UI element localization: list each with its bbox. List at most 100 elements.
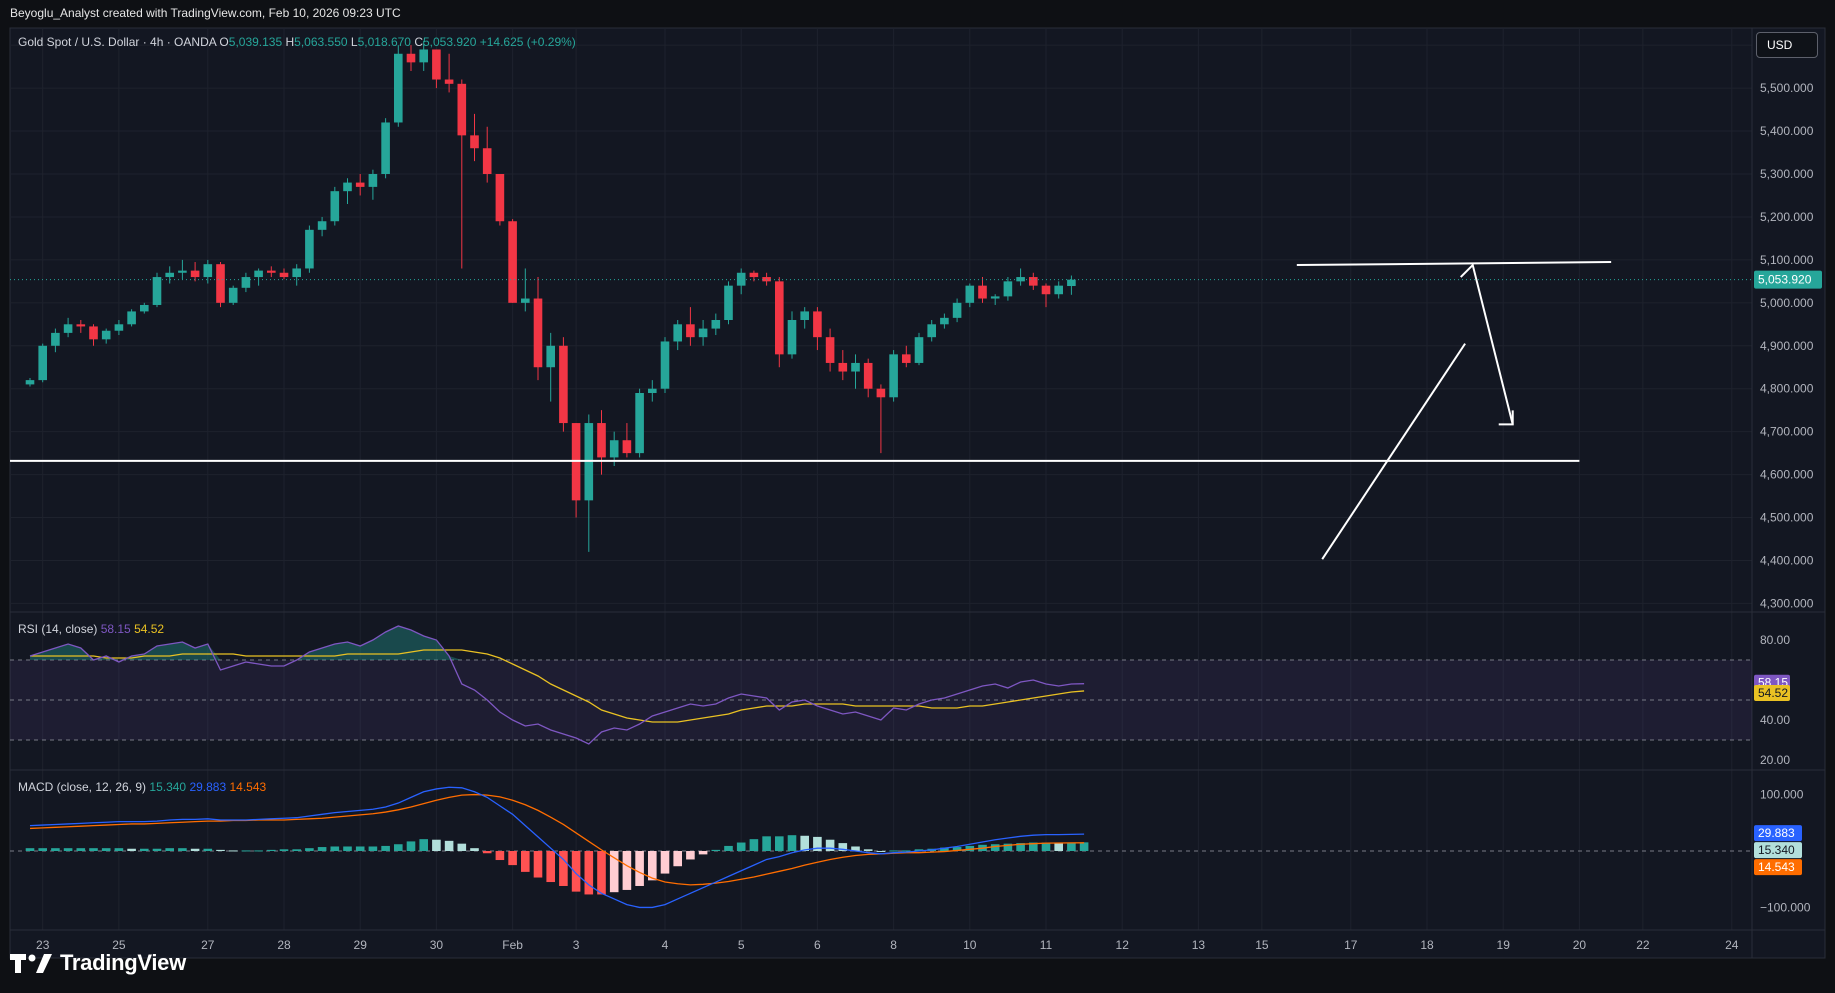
- candle-body: [1054, 285, 1063, 295]
- macd-histogram-bar: [597, 851, 606, 895]
- candle-body: [775, 281, 784, 355]
- last-price-label: 5,053.920: [1758, 273, 1812, 287]
- macd-histogram-bar: [432, 839, 441, 851]
- macd-histogram-bar: [863, 849, 873, 851]
- candle-body: [355, 182, 365, 187]
- candle-body: [101, 330, 111, 340]
- x-axis-tick: 20: [1573, 938, 1587, 952]
- candle-body: [597, 423, 606, 458]
- macd-histogram-bar: [343, 846, 352, 851]
- macd-histogram-bar: [559, 851, 568, 886]
- macd-histogram-bar: [749, 839, 759, 851]
- candle-body: [127, 311, 136, 325]
- candle-body: [63, 324, 73, 333]
- macd-histogram-bar: [228, 850, 238, 852]
- macd-histogram-bar: [686, 851, 695, 860]
- candle-body: [330, 191, 340, 222]
- rsi-axis-tick: 20.00: [1760, 753, 1790, 767]
- rsi-line: [29, 625, 1085, 745]
- footer-brand: TradingView: [10, 950, 186, 976]
- rsi-ma-value: 54.52: [134, 622, 165, 636]
- macd-histogram-bar: [1029, 842, 1038, 851]
- macd-histogram-bar: [622, 851, 632, 890]
- macd-histogram-bar: [902, 850, 911, 852]
- macd-histogram-bar: [63, 848, 73, 851]
- macd-histogram-bar: [317, 847, 327, 851]
- candle-body: [190, 270, 200, 278]
- candle-body: [140, 304, 149, 312]
- x-axis-tick: 19: [1497, 938, 1511, 952]
- macd-histogram-bar: [876, 851, 886, 852]
- macd-value-tag: [1754, 825, 1802, 842]
- candle-body: [152, 277, 162, 305]
- price-axis-tick: 4,300.000: [1760, 596, 1814, 610]
- macd-histogram-bar: [279, 849, 289, 851]
- macd-histogram-bar: [648, 851, 657, 881]
- price-axis-tick: 4,900.000: [1760, 339, 1814, 353]
- trendline: [1321, 343, 1466, 560]
- candle-body: [495, 174, 505, 222]
- x-axis-tick: 11: [1040, 938, 1053, 952]
- candle-body: [546, 345, 555, 368]
- x-axis-tick: 10: [963, 938, 977, 952]
- macd-histogram-bar: [609, 851, 619, 893]
- candle-body: [241, 277, 251, 288]
- macd-histogram-bar: [698, 851, 708, 855]
- macd-histogram-bar: [355, 846, 365, 851]
- currency-button[interactable]: USD: [1756, 32, 1818, 58]
- rsi-ma-tag: [1754, 684, 1790, 701]
- macd-histogram-bar: [1003, 843, 1013, 851]
- macd-histogram-bar: [533, 851, 543, 878]
- candle-body: [711, 320, 721, 329]
- open-label: O: [219, 35, 229, 49]
- macd-histogram-bar: [508, 851, 517, 866]
- candle-body: [838, 362, 848, 372]
- candle-body: [1067, 279, 1076, 287]
- macd-histogram-bar: [292, 849, 301, 851]
- candle-body: [1029, 277, 1038, 286]
- macd-histogram-bar: [127, 848, 136, 851]
- candle-body: [736, 272, 746, 286]
- macd-histogram-bar: [419, 839, 428, 851]
- candle-body: [292, 268, 301, 278]
- candle-body: [940, 317, 949, 325]
- candle-body: [457, 83, 467, 136]
- high-label: H: [285, 35, 295, 49]
- macd-hist-value: 15.340: [149, 780, 187, 794]
- rsi-axis-tick: 80.00: [1760, 633, 1790, 647]
- projection-arrow: [1460, 263, 1514, 425]
- change-value: +14.625 (+0.29%): [479, 35, 576, 49]
- candle-body: [749, 272, 759, 278]
- candle-body: [394, 53, 403, 123]
- rsi-legend: RSI (14, close) 58.15 54.52: [18, 622, 164, 636]
- footer-brand-text: TradingView: [60, 950, 186, 975]
- macd-histogram-bar: [165, 848, 174, 851]
- close-value: 5,053.920: [423, 35, 477, 49]
- candle-body: [419, 49, 428, 63]
- macd-histogram-bar: [51, 848, 60, 851]
- macd-histogram-bar: [101, 848, 111, 851]
- candle-body: [952, 302, 962, 318]
- symbol-label: Gold Spot / U.S. Dollar · 4h · OANDA: [18, 35, 217, 49]
- candle-body: [863, 362, 873, 389]
- macd-histogram-bar: [990, 844, 1000, 851]
- macd-histogram-bar: [762, 836, 771, 851]
- x-axis-tick: 30: [430, 938, 444, 952]
- candle-body: [724, 285, 733, 320]
- price-axis-tick: 5,300.000: [1760, 167, 1814, 181]
- macd-histogram-bar: [851, 846, 860, 851]
- candle-body: [990, 296, 1000, 299]
- candle-body: [444, 79, 454, 84]
- macd-histogram-bar: [965, 845, 975, 851]
- macd-axis-tick: 100.000: [1760, 788, 1804, 802]
- macd-histogram-bar: [711, 849, 721, 851]
- price-axis-tick: 5,100.000: [1760, 253, 1814, 267]
- macd-axis-tick: −100.000: [1760, 900, 1811, 914]
- candle-body: [305, 229, 314, 269]
- candle-body: [228, 287, 238, 303]
- x-axis-tick: 27: [201, 938, 215, 952]
- candle-body: [533, 298, 543, 368]
- projection-arrowhead: [1498, 410, 1514, 426]
- macd-histogram-bar: [787, 835, 797, 851]
